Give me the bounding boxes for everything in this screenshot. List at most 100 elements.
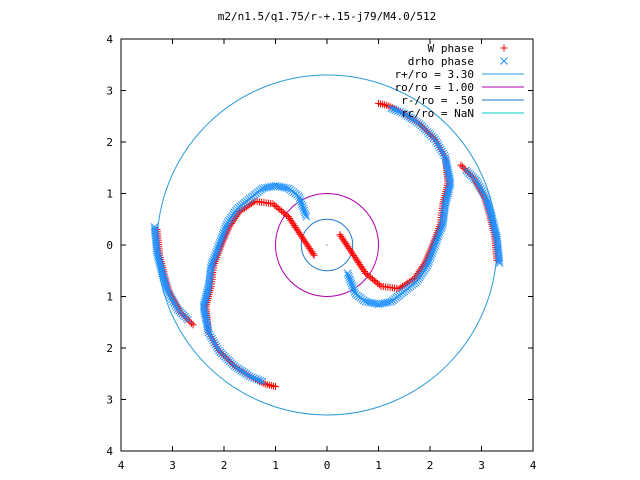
- point-drho-phase: [433, 234, 442, 243]
- x-tick-label: 3: [169, 459, 176, 472]
- y-tick-label: 1: [106, 291, 113, 304]
- point-W-phase: [294, 227, 302, 235]
- point-W-phase: [367, 274, 375, 282]
- point-drho-phase: [204, 326, 212, 335]
- data-series: [150, 99, 504, 391]
- point-W-phase: [284, 213, 292, 221]
- center-marker: [326, 244, 328, 246]
- point-drho-phase: [163, 287, 172, 296]
- point-drho-phase: [428, 247, 437, 256]
- point-drho-phase: [441, 153, 450, 162]
- point-drho-phase: [482, 194, 491, 203]
- point-W-phase: [350, 251, 358, 259]
- point-W-phase: [346, 246, 354, 254]
- point-W-phase: [288, 218, 296, 226]
- y-tick-label: 3: [106, 394, 113, 407]
- point-drho-phase: [260, 184, 269, 192]
- point-drho-phase: [205, 330, 214, 339]
- series-drho-phase: [150, 104, 504, 386]
- point-W-phase: [459, 163, 467, 171]
- point-drho-phase: [437, 145, 445, 154]
- point-drho-phase: [214, 241, 223, 249]
- point-drho-phase: [432, 137, 441, 146]
- point-drho-phase: [220, 226, 229, 235]
- point-drho-phase: [393, 107, 402, 115]
- point-drho-phase: [474, 180, 483, 189]
- point-drho-phase: [348, 281, 357, 290]
- point-drho-phase: [168, 295, 176, 304]
- point-drho-phase: [396, 108, 404, 116]
- point-drho-phase: [483, 196, 492, 205]
- point-W-phase: [360, 268, 368, 276]
- point-drho-phase: [435, 228, 444, 237]
- point-W-phase: [457, 161, 465, 169]
- point-drho-phase: [208, 259, 216, 268]
- point-drho-phase: [204, 328, 213, 337]
- x-tick-label: 4: [118, 459, 125, 472]
- point-W-phase: [292, 223, 300, 231]
- point-drho-phase: [435, 230, 443, 239]
- point-drho-phase: [245, 372, 254, 381]
- point-W-phase: [272, 383, 279, 391]
- point-drho-phase: [211, 340, 220, 349]
- point-W-phase: [300, 236, 308, 244]
- legend-label: W phase: [428, 42, 474, 55]
- point-drho-phase: [434, 141, 443, 150]
- point-drho-phase: [425, 257, 433, 266]
- point-W-phase: [289, 220, 297, 228]
- circle-ro-ro: [275, 193, 379, 297]
- point-W-phase: [368, 275, 376, 283]
- point-drho-phase: [440, 151, 449, 160]
- point-drho-phase: [208, 334, 216, 343]
- point-drho-phase: [424, 259, 433, 268]
- point-drho-phase: [387, 104, 396, 113]
- point-W-phase: [189, 321, 197, 329]
- point-drho-phase: [212, 342, 221, 351]
- y-tick-label: 0: [106, 239, 113, 252]
- point-drho-phase: [428, 249, 436, 258]
- legend-label: rc/ro = NaN: [401, 107, 474, 120]
- point-drho-phase: [219, 228, 228, 237]
- point-W-phase: [353, 257, 361, 265]
- y-tick-label: 3: [106, 85, 113, 98]
- point-drho-phase: [475, 182, 484, 191]
- y-tick-label: 4: [106, 33, 113, 46]
- point-drho-phase: [436, 226, 445, 235]
- circle-r-ro: [300, 218, 354, 272]
- point-W-phase: [297, 232, 305, 240]
- x-tick-label: 0: [324, 459, 331, 472]
- point-drho-phase: [164, 289, 173, 298]
- point-drho-phase: [423, 261, 432, 270]
- point-drho-phase: [210, 253, 219, 262]
- point-drho-phase: [254, 375, 263, 384]
- x-tick-label: 2: [221, 459, 228, 472]
- y-tick-label: 1: [106, 188, 113, 201]
- point-W-phase: [349, 250, 357, 258]
- x-tick-label: 3: [478, 459, 485, 472]
- point-drho-phase: [432, 237, 441, 245]
- point-W-phase: [354, 259, 362, 267]
- point-drho-phase: [217, 234, 226, 243]
- y-tick-label: 4: [106, 445, 113, 458]
- point-drho-phase: [297, 198, 305, 207]
- point-drho-phase: [248, 373, 256, 382]
- point-W-phase: [351, 253, 359, 261]
- point-W-phase: [363, 271, 371, 279]
- point-drho-phase: [346, 275, 354, 284]
- point-drho-phase: [215, 239, 224, 247]
- point-drho-phase: [427, 251, 436, 260]
- point-drho-phase: [438, 147, 446, 156]
- point-W-phase: [272, 203, 280, 211]
- point-drho-phase: [213, 344, 222, 353]
- point-drho-phase: [221, 222, 230, 231]
- point-drho-phase: [347, 279, 356, 288]
- point-drho-phase: [435, 143, 444, 152]
- point-W-phase: [374, 279, 382, 287]
- point-drho-phase: [206, 332, 215, 341]
- point-drho-phase: [222, 220, 231, 229]
- point-W-phase: [356, 260, 364, 268]
- point-drho-phase: [258, 377, 267, 386]
- point-W-phase: [365, 272, 373, 280]
- point-W-phase: [359, 266, 367, 274]
